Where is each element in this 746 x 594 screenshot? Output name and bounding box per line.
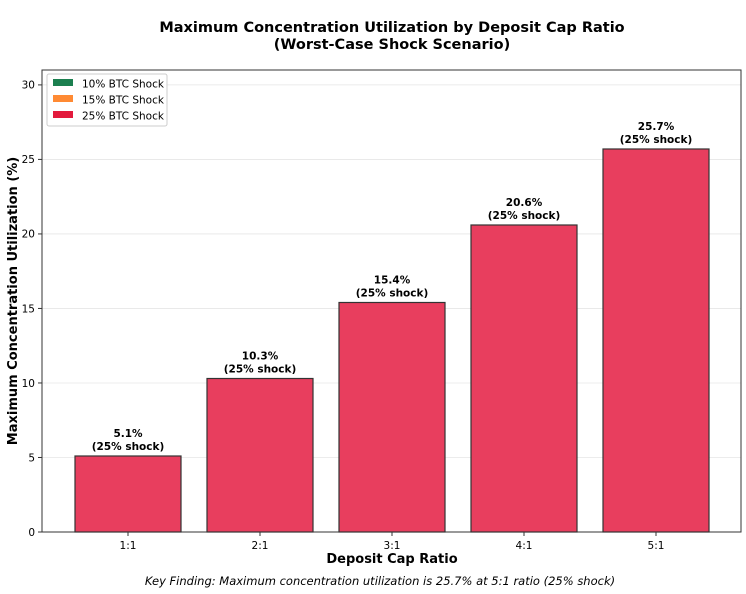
bar — [470, 224, 578, 533]
plot-frame — [41, 69, 742, 533]
bar-value-label: 25.7% — [638, 121, 675, 133]
bar — [602, 148, 710, 533]
bar-labels: 5.1%(25% shock)10.3%(25% shock)15.4%(25%… — [92, 121, 693, 453]
x-tick-label: 4:1 — [516, 540, 533, 552]
key-finding-footnote: Key Finding: Maximum concentration utili… — [145, 574, 615, 588]
legend-swatch-10 — [53, 79, 73, 86]
legend-label-25: 25% BTC Shock — [82, 111, 165, 123]
legend-box — [46, 73, 168, 127]
chart-subtitle: (Worst-Case Shock Scenario) — [274, 37, 510, 53]
bar — [338, 301, 446, 533]
bar-value-label: 5.1% — [113, 428, 143, 440]
y-axis-label: Maximum Concentration Utilization (%) — [6, 157, 21, 445]
bar — [206, 377, 314, 533]
y-axis-ticks: 0 5 10 15 20 25 30 — [22, 80, 42, 539]
bar-shock-label: (25% shock) — [224, 363, 297, 375]
y-tick-label: 5 — [28, 452, 35, 464]
y-tick-label: 0 — [28, 527, 35, 539]
bars — [74, 148, 710, 533]
y-tick-label: 20 — [22, 229, 35, 241]
bar-value-label: 10.3% — [242, 350, 279, 362]
x-tick-label: 1:1 — [120, 540, 137, 552]
bar-value-label: 20.6% — [506, 197, 543, 209]
legend-swatch-25 — [53, 111, 73, 118]
bar-shock-label: (25% shock) — [92, 441, 165, 453]
bar-shock-label: (25% shock) — [488, 210, 561, 222]
bar-value-label: 15.4% — [374, 274, 411, 286]
x-tick-label: 2:1 — [252, 540, 269, 552]
y-tick-label: 10 — [22, 378, 35, 390]
bar-shock-label: (25% shock) — [620, 134, 693, 146]
legend-swatch-15 — [53, 95, 73, 102]
y-tick-label: 15 — [22, 303, 35, 315]
bar — [74, 455, 182, 533]
y-tick-label: 25 — [22, 154, 35, 166]
x-tick-label: 5:1 — [648, 540, 665, 552]
x-axis-label: Deposit Cap Ratio — [326, 552, 457, 567]
bar-shock-label: (25% shock) — [356, 287, 429, 299]
y-tick-label: 30 — [22, 80, 35, 92]
x-tick-label: 3:1 — [384, 540, 401, 552]
x-axis-ticks: 1:1 2:1 3:1 4:1 5:1 — [120, 532, 665, 552]
legend-label-15: 15% BTC Shock — [82, 95, 165, 107]
legend: 10% BTC Shock 15% BTC Shock 25% BTC Shoc… — [46, 73, 168, 127]
chart-title: Maximum Concentration Utilization by Dep… — [159, 20, 624, 36]
legend-label-10: 10% BTC Shock — [82, 79, 165, 91]
